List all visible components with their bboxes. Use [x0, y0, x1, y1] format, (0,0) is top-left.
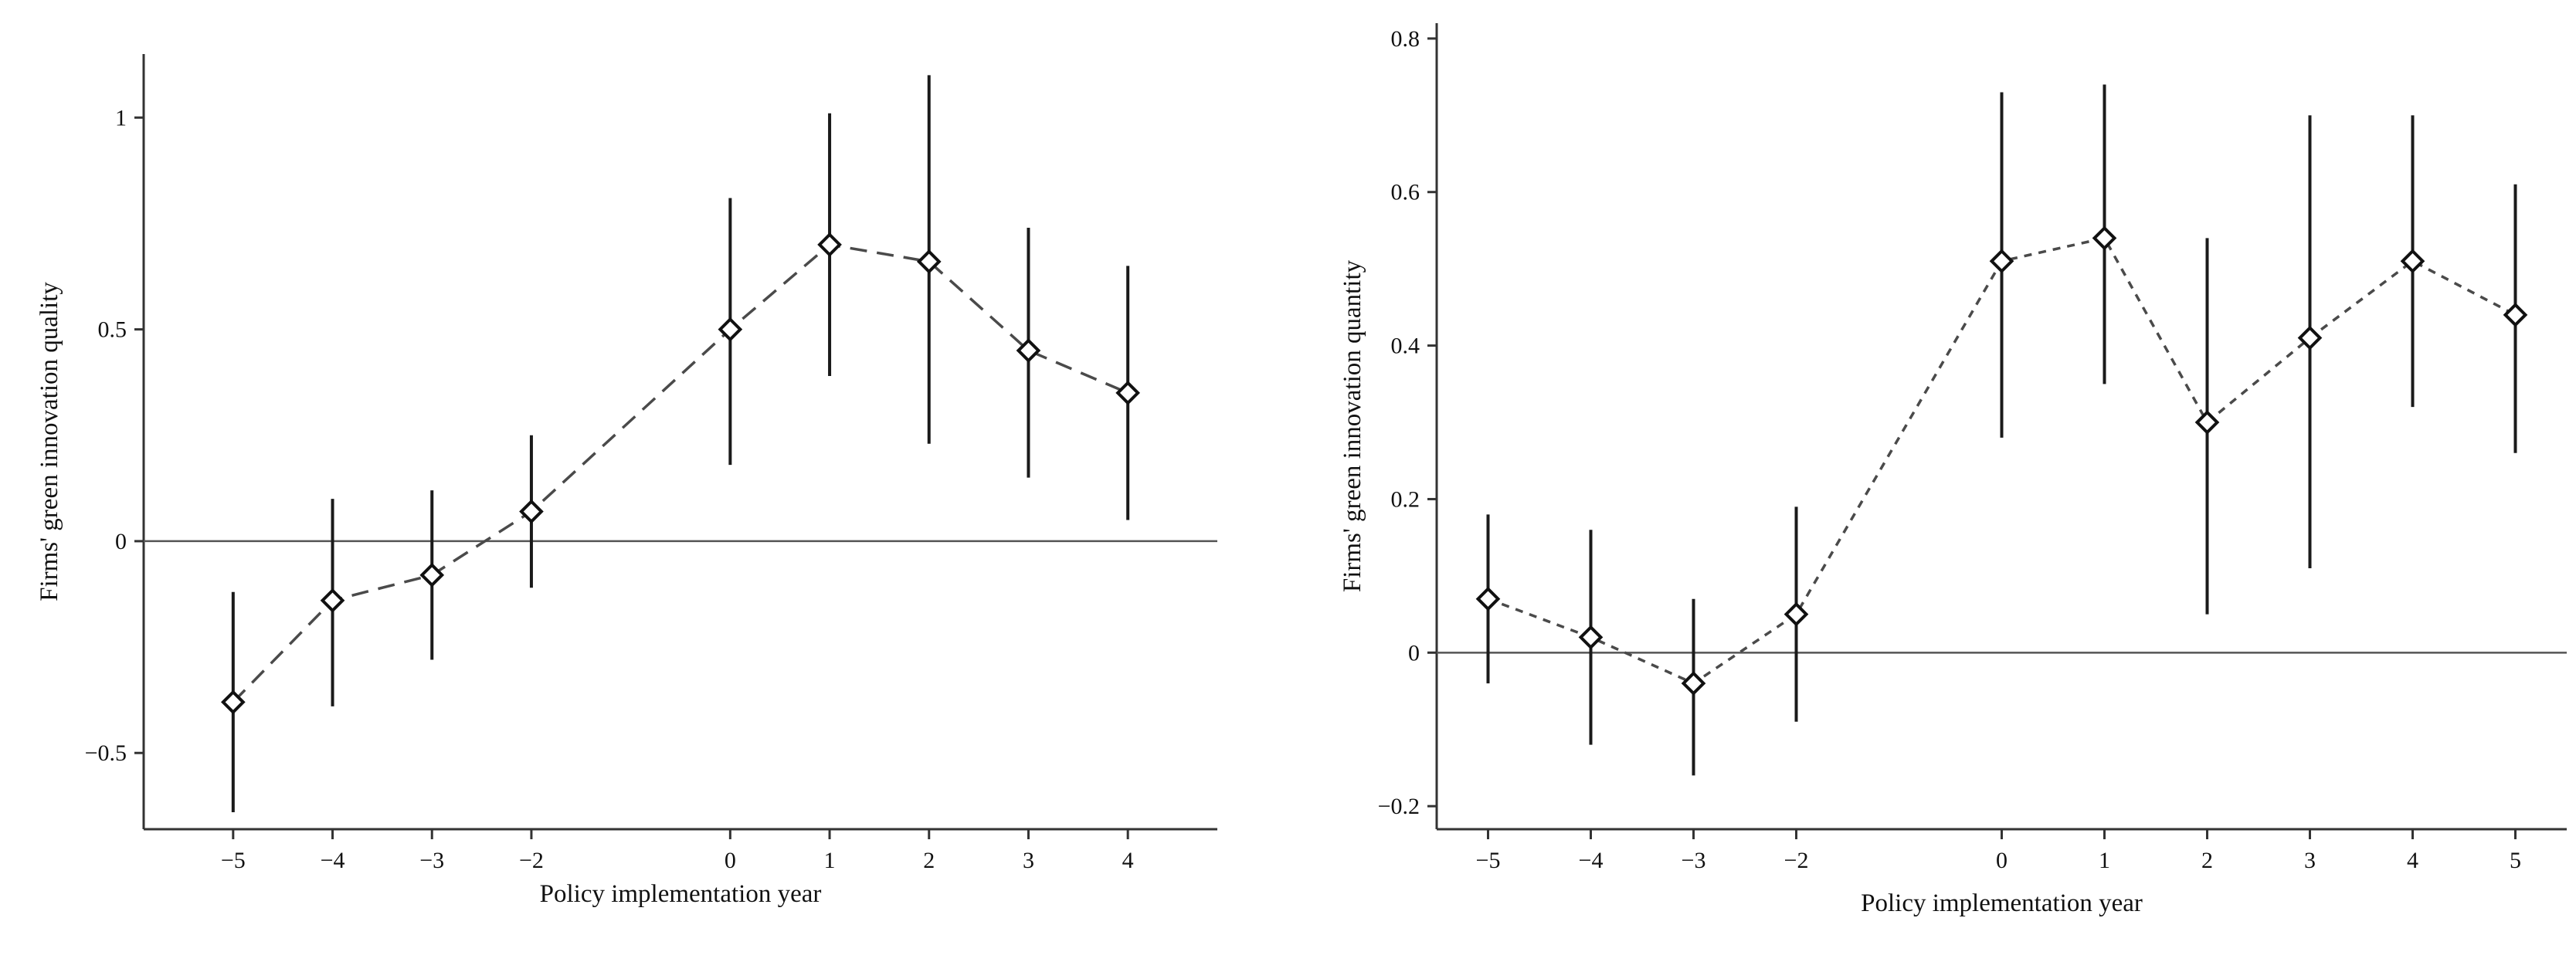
x-axis-title: Policy implementation year — [1861, 889, 2143, 917]
point-estimate-marker — [2503, 303, 2528, 327]
y-tick-label: 0.8 — [1391, 26, 1420, 52]
point-estimate-marker — [817, 232, 842, 257]
x-tick-label: 2 — [923, 848, 935, 873]
x-tick-label: 5 — [2510, 848, 2521, 873]
y-tick-label: 0.2 — [1391, 486, 1420, 512]
x-tick-label: −5 — [221, 848, 246, 873]
x-tick-label: −2 — [1784, 848, 1809, 873]
point-estimate-marker — [718, 317, 743, 342]
point-estimate-marker — [1475, 586, 1501, 611]
x-tick-label: 1 — [824, 848, 836, 873]
x-tick-label: 4 — [2407, 848, 2418, 873]
point-estimate-marker — [519, 499, 544, 524]
y-tick-label: 0 — [1408, 640, 1420, 666]
y-tick-label: −0.5 — [85, 740, 127, 766]
point-estimate-marker — [221, 689, 246, 715]
x-axis-title: Policy implementation year — [540, 880, 822, 908]
x-tick-label: 1 — [2099, 848, 2110, 873]
point-estimate-marker — [320, 588, 345, 613]
point-estimate-marker — [2092, 225, 2117, 251]
y-tick-label: 0.4 — [1391, 334, 1420, 359]
point-estimate-marker — [1016, 338, 1041, 363]
estimate-trend-line — [232, 243, 1128, 703]
x-tick-label: −4 — [1579, 848, 1604, 873]
point-estimate-marker — [916, 249, 942, 274]
point-estimate-marker — [1784, 601, 1809, 627]
y-tick-label: 0.6 — [1391, 180, 1420, 205]
point-estimate-marker — [1681, 671, 1706, 696]
chart-panel-quality: −0.5 0 0.5 1 −5 −4 −3 −2 0 1 2 3 4 Policy implementat… — [36, 54, 1217, 908]
estimate-trend-line — [1487, 236, 2517, 686]
y-tick-label: 1 — [115, 105, 127, 130]
x-tick-label: 4 — [1122, 848, 1134, 873]
y-tick-label: 0 — [115, 529, 127, 554]
x-tick-label: 2 — [2201, 848, 2213, 873]
y-axis-title: Firms' green innovation quality — [36, 282, 63, 601]
x-tick-label: −2 — [519, 848, 544, 873]
point-estimate-marker — [2297, 325, 2323, 351]
x-tick-label: 0 — [1996, 848, 2008, 873]
chart-quantity: −0.2 0 0.2 0.4 0.6 0.8 −5 −4 −3 −2 0 1 2 3 4 5 Policy im… — [1339, 23, 2567, 917]
point-estimate-marker — [1578, 625, 1604, 650]
x-tick-label: 3 — [1023, 848, 1034, 873]
y-axis-title: Firms' green innovation quantity — [1339, 259, 1366, 592]
chart-panel-quantity: −0.2 0 0.2 0.4 0.6 0.8 −5 −4 −3 −2 0 1 2 3 4 5 Policy im… — [1288, 0, 2576, 962]
point-estimate-marker — [419, 562, 445, 588]
point-estimate-marker — [1989, 249, 2014, 274]
x-tick-label: −3 — [1682, 848, 1706, 873]
point-estimate-marker — [2400, 249, 2425, 274]
x-tick-label: −3 — [419, 848, 444, 873]
x-tick-label: −5 — [1476, 848, 1501, 873]
x-tick-label: 0 — [725, 848, 736, 873]
y-tick-label: −0.2 — [1378, 794, 1420, 819]
point-estimate-marker — [1115, 381, 1140, 405]
x-tick-label: 3 — [2304, 848, 2316, 873]
chart-quality: −0.5 0 0.5 1 −5 −4 −3 −2 0 1 2 3 4 Policy implementat… — [36, 54, 1217, 908]
x-tick-label: −4 — [321, 848, 345, 873]
y-tick-label: 0.5 — [98, 317, 127, 343]
point-estimate-marker — [2194, 410, 2220, 435]
